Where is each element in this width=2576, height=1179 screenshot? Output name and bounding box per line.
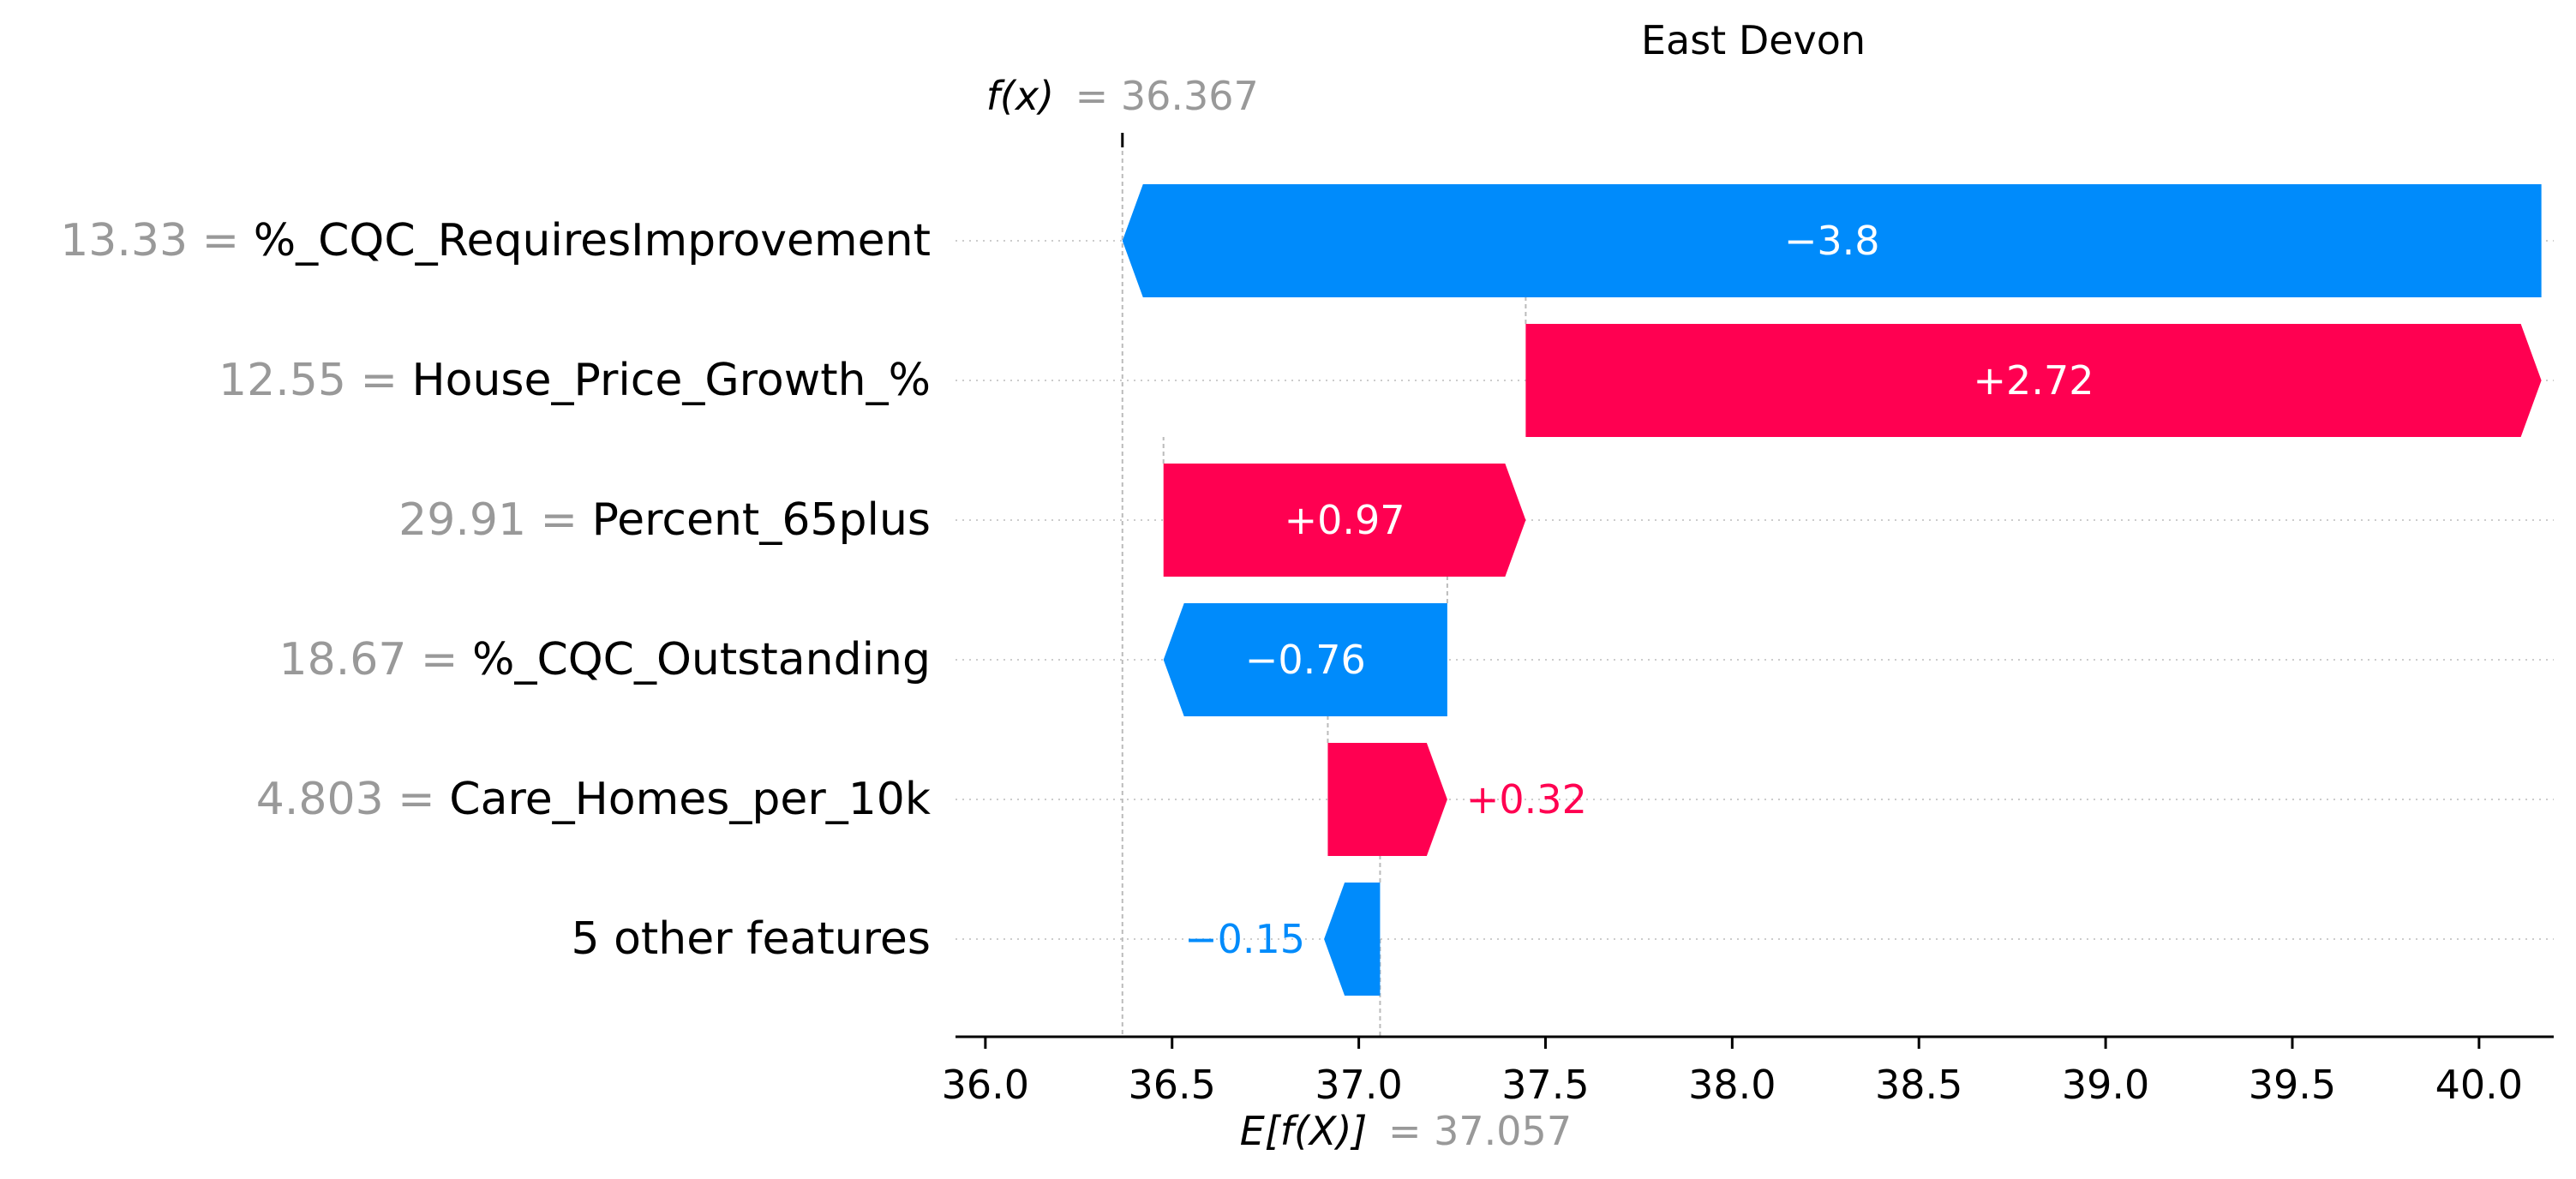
feature-name: %_CQC_Outstanding [472, 634, 931, 685]
x-tick-label: 38.5 [1875, 1062, 1962, 1108]
bar-positive [1163, 464, 1526, 577]
bar-positive [1327, 743, 1447, 856]
fx-value: = 36.367 [1075, 73, 1259, 119]
x-tick-label: 40.0 [2435, 1062, 2523, 1108]
bar-value-label: +2.72 [1974, 357, 2094, 404]
feature-label: 29.91 = Percent_65plus [398, 494, 931, 546]
feature-value: 4.803 = [256, 774, 450, 825]
x-axis: 36.0 36.5 37.0 37.5 38.0 38.5 39.0 39.5 40.0 [942, 1035, 2554, 1108]
bar-positive [1525, 324, 2542, 437]
bar-value-label: −0.76 [1245, 637, 1366, 683]
x-tick-label: 37.0 [1315, 1062, 1402, 1108]
x-tick-label: 36.5 [1129, 1062, 1216, 1108]
x-tick-label: 38.0 [1688, 1062, 1776, 1108]
feature-label: 13.33 = %_CQC_RequiresImprovement [60, 215, 931, 266]
fx-annotation: f(x) = 36.367 [986, 73, 1259, 119]
base-value: = 37.057 [1388, 1108, 1572, 1154]
feature-labels: 13.33 = %_CQC_RequiresImprovement 12.55 =… [60, 215, 931, 965]
base-annotation: E[f(X)] = 37.057 [1240, 1108, 1572, 1154]
feature-value: 29.91 = [398, 494, 592, 546]
bar-negative [1122, 184, 2542, 297]
feature-name: 5 other features [571, 913, 931, 965]
feature-label: 18.67 = %_CQC_Outstanding [279, 634, 931, 685]
x-tick-label: 39.0 [2062, 1062, 2149, 1108]
feature-value: 13.33 = [60, 215, 254, 266]
fx-text: f(x) = 36.367 [986, 73, 1259, 119]
base-text: E[f(X)] = 37.057 [1240, 1108, 1572, 1154]
bar-value-label: +0.97 [1285, 497, 1405, 543]
feature-label: 4.803 = Care_Homes_per_10k [256, 774, 931, 825]
feature-name: Care_Homes_per_10k [449, 774, 931, 825]
fx-label: f(x) [986, 73, 1054, 119]
bar-value-label: −0.15 [1184, 916, 1305, 962]
feature-value: 18.67 = [279, 634, 473, 685]
base-label: E[f(X)] [1240, 1108, 1368, 1154]
x-tick-label: 37.5 [1501, 1062, 1589, 1108]
feature-name: Percent_65plus [592, 494, 931, 546]
bar-negative [1163, 603, 1447, 716]
feature-name: %_CQC_RequiresImprovement [254, 215, 931, 266]
feature-name: House_Price_Growth_% [412, 355, 931, 406]
contribution-bars: −3.8 +2.72 +0.97 −0.76 +0.32 −0.15 [1122, 184, 2542, 996]
x-tick-label: 36.0 [942, 1062, 1029, 1108]
x-tick-label: 39.5 [2249, 1062, 2336, 1108]
bar-value-label: +0.32 [1466, 776, 1587, 823]
bar-value-label: −3.8 [1784, 218, 1880, 264]
feature-label: 5 other features [571, 913, 931, 965]
feature-value: 12.55 = [219, 355, 412, 406]
feature-label: 12.55 = House_Price_Growth_% [219, 355, 931, 406]
chart-title: East Devon [1641, 17, 1866, 63]
bar-negative [1324, 883, 1381, 996]
